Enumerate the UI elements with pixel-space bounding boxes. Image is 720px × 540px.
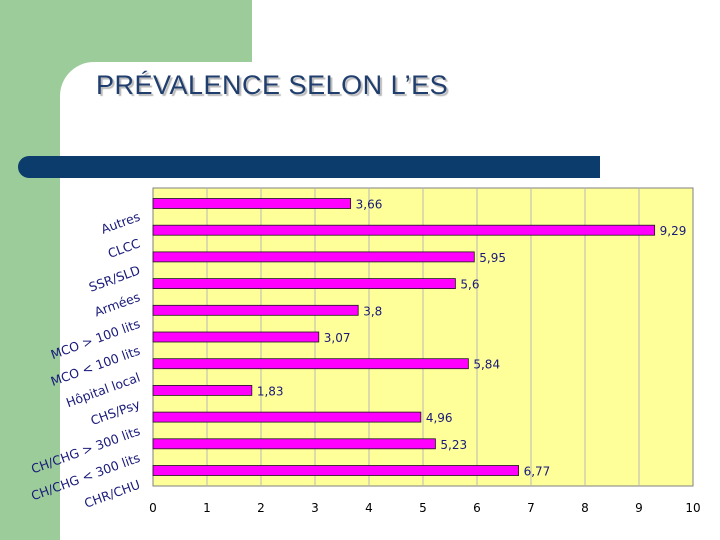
x-tick-label: 4: [365, 501, 373, 515]
category-label: Armées: [92, 289, 142, 319]
bar: [152, 384, 253, 396]
category-label: Autres: [99, 209, 142, 237]
bar: [152, 411, 422, 423]
bar: [152, 465, 519, 476]
bar-value-label: 5,6: [460, 278, 479, 292]
x-tick-labels: 0 1 2 3 4 5 6 7 8 9 10: [149, 501, 700, 515]
title-underline-bar: [18, 156, 600, 178]
x-tick-label: 1: [203, 501, 211, 515]
bar: [152, 278, 456, 290]
bar-value-label: 3,8: [363, 304, 382, 318]
bar: [152, 304, 359, 316]
bar: [152, 198, 352, 209]
category-label: CLCC: [106, 235, 143, 261]
bar-value-label: 6,77: [524, 465, 551, 479]
x-tick-label: 7: [527, 501, 535, 515]
bar: [152, 438, 436, 450]
bar-value-label: 3,66: [356, 198, 383, 212]
bar-value-label: 5,84: [473, 358, 500, 372]
bar-value-label: 5,23: [440, 438, 467, 452]
bar: [152, 224, 656, 236]
bar: [152, 331, 320, 343]
x-tick-label: 5: [419, 501, 427, 515]
bar: [152, 251, 475, 263]
bars: 3,66 9,29 5,955,6 3,8 3,07 5,84 1,83 4,96 5,23 6,…: [152, 198, 687, 479]
x-tick-label: 0: [149, 501, 157, 515]
bar-value-label: 9,29: [660, 224, 687, 238]
x-tick-label: 3: [311, 501, 319, 515]
bar-value-label: 3,07: [324, 331, 351, 345]
bar: [152, 358, 469, 370]
bar-value-label: 1,83: [257, 384, 284, 398]
x-tick-label: 8: [581, 501, 589, 515]
bar-value-label: 4,96: [426, 411, 453, 425]
bar-value-label: 5,95: [479, 251, 506, 265]
x-tick-label: 6: [473, 501, 481, 515]
x-tick-label: 10: [685, 501, 700, 515]
x-tick-label: 2: [257, 501, 265, 515]
slide-title: PRÉVALENCE SELON L’ES: [96, 70, 449, 100]
x-tick-label: 9: [635, 501, 643, 515]
